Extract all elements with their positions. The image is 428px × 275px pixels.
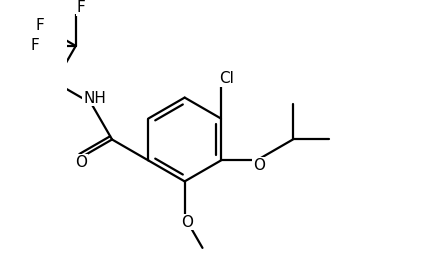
Text: F: F bbox=[31, 39, 39, 53]
Text: O: O bbox=[75, 155, 87, 170]
Text: O: O bbox=[181, 214, 193, 230]
Text: Cl: Cl bbox=[220, 71, 234, 86]
Text: F: F bbox=[77, 0, 85, 15]
Text: F: F bbox=[36, 18, 44, 33]
Text: NH: NH bbox=[83, 91, 106, 106]
Text: O: O bbox=[253, 158, 265, 173]
